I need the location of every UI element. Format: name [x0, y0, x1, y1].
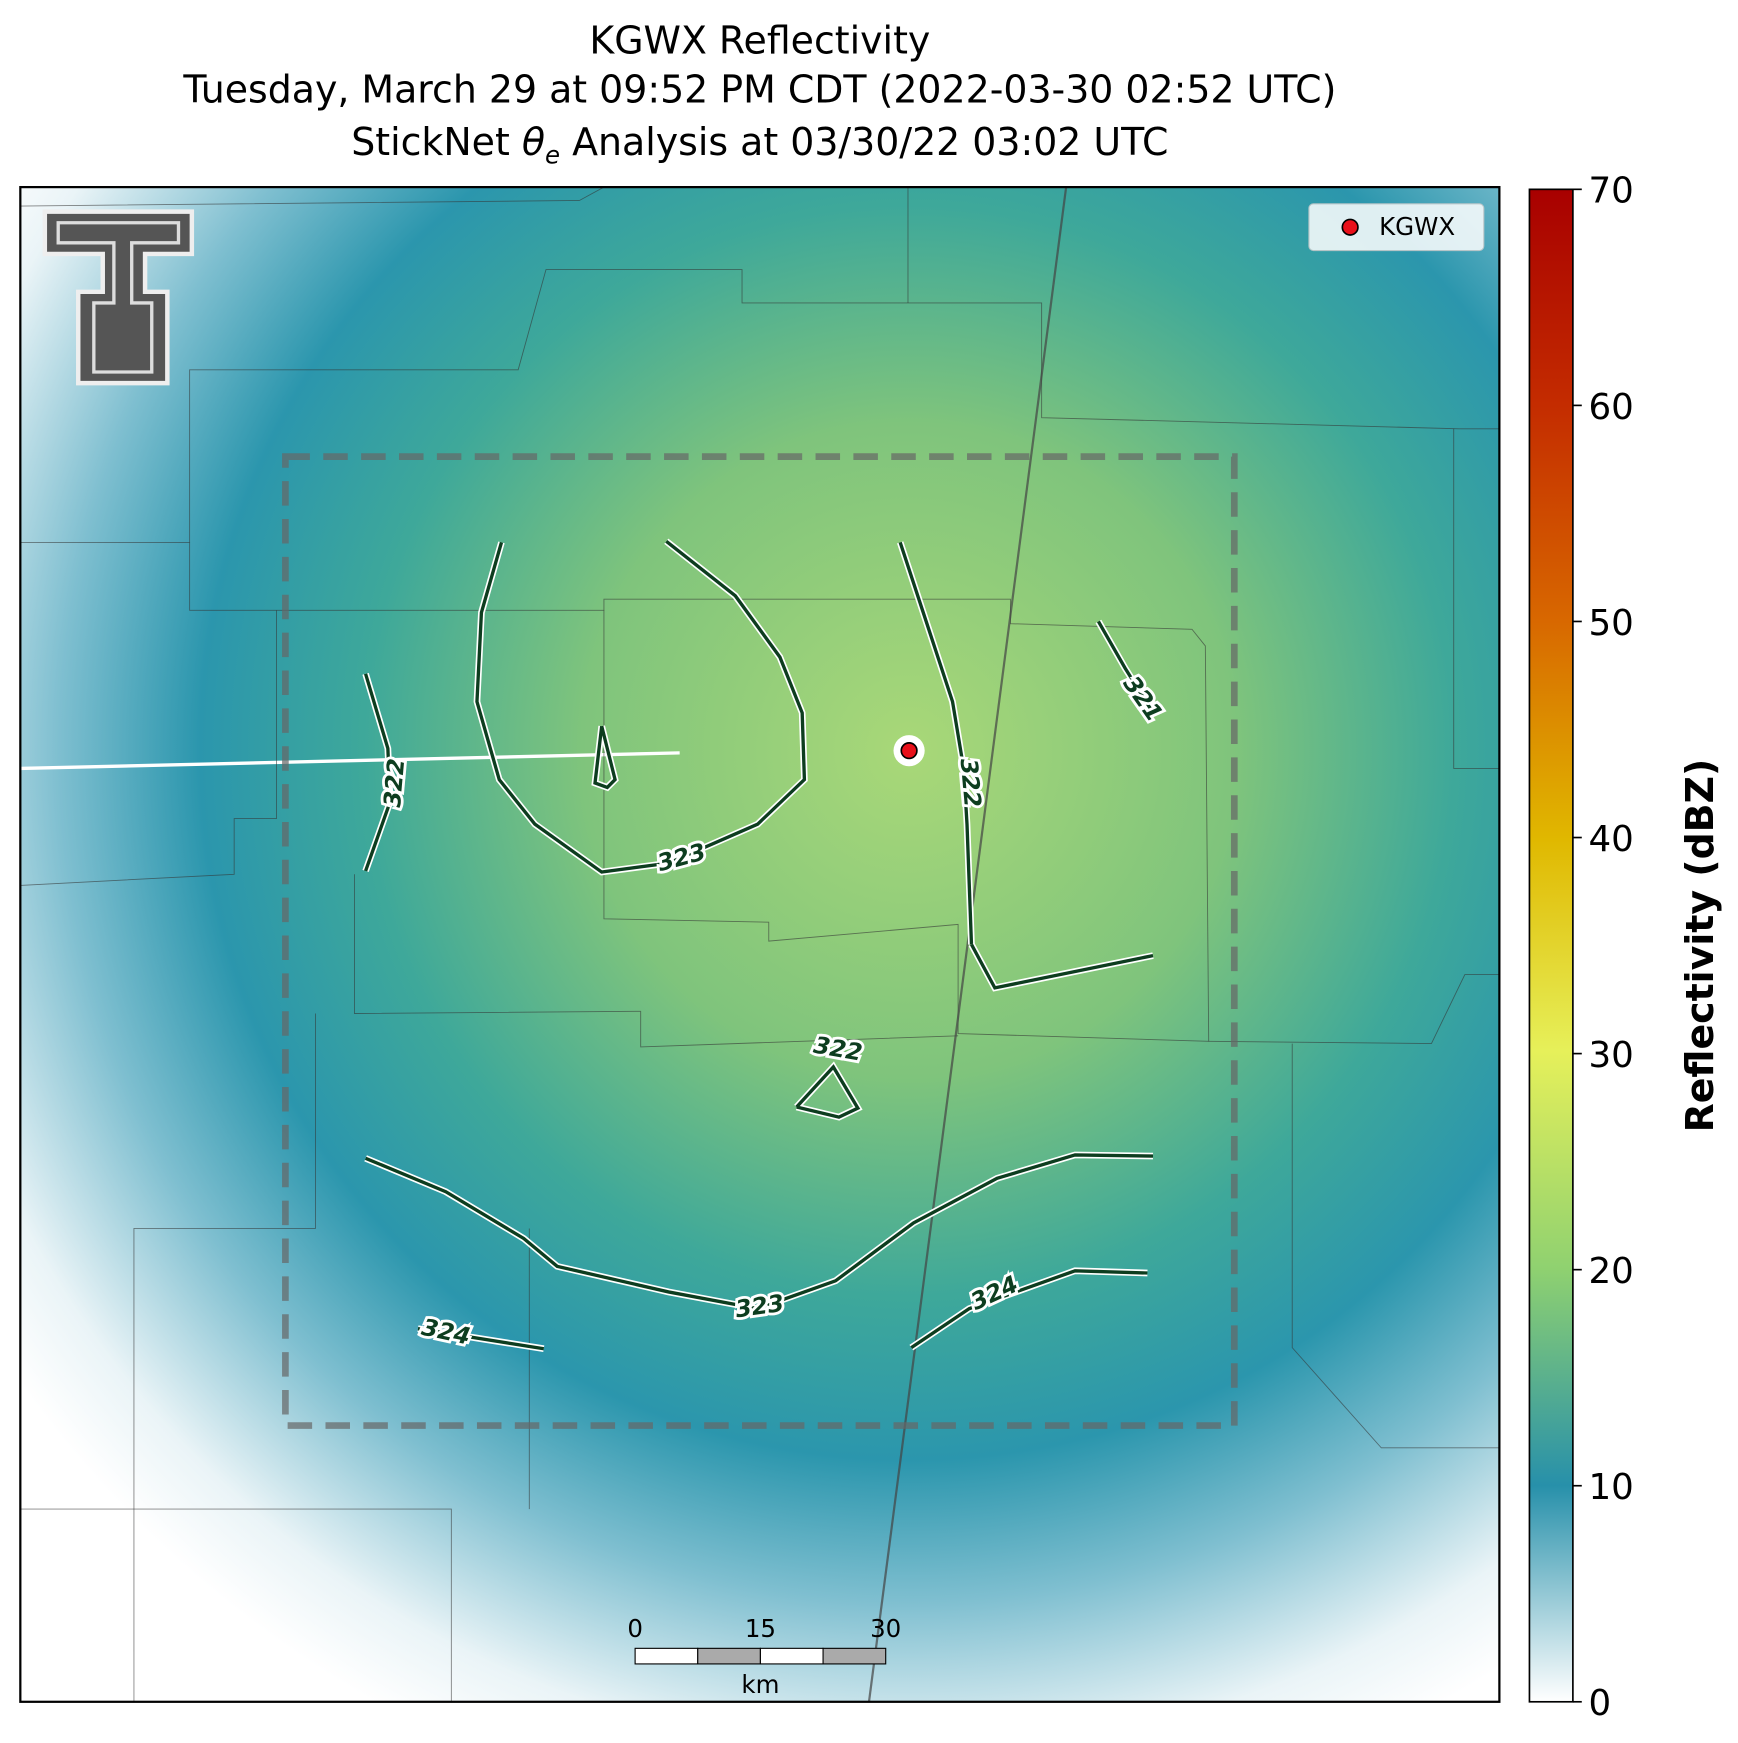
- county-lines: [20, 187, 1500, 1702]
- highway: [867, 187, 1068, 1702]
- contour-line: [898, 541, 974, 945]
- legend-box: [1308, 203, 1485, 252]
- domain-box: [282, 453, 1238, 1429]
- colorbar-tick-label: 0: [1588, 1683, 1611, 1724]
- colorbar: [1528, 188, 1574, 1703]
- scale-bar: 0 15 30 km: [627, 1614, 901, 1699]
- contour-line: [475, 539, 807, 874]
- colorbar-tick-label: 70: [1588, 171, 1633, 212]
- scale-tick-label: 30: [870, 1614, 901, 1643]
- colorbar-label: Reflectivity (dBZ): [1678, 759, 1722, 1133]
- title-text: StickNet: [351, 120, 510, 164]
- contour-label: 322: [378, 757, 410, 808]
- colorbar-tick-label: 50: [1588, 603, 1633, 644]
- legend-label: KGWX: [1379, 212, 1455, 241]
- title-text: Analysis at 03/30/22 03:02 UTC: [572, 120, 1168, 164]
- map-frame: [19, 185, 1501, 1703]
- reflectivity-field: [20, 187, 1500, 1702]
- scale-segment: [822, 1647, 887, 1665]
- scale-tick-label: 15: [745, 1614, 776, 1643]
- scale-segment: [697, 1647, 761, 1665]
- colorbar-tick-label: 30: [1588, 1035, 1633, 1076]
- colorbar-ticks: 0 10 20 30 40 50 60 70: [1572, 171, 1634, 1724]
- contour-line: [417, 1327, 545, 1351]
- logo: [42, 209, 195, 386]
- contour-line: [795, 1064, 861, 1119]
- scale-tick-label: 0: [627, 1614, 643, 1643]
- radar-site: [900, 742, 918, 760]
- title-text: [560, 120, 572, 164]
- legend-marker: [1341, 218, 1359, 236]
- contour-label: 322: [955, 757, 987, 808]
- scale-unit: km: [741, 1670, 779, 1699]
- contour-line: [910, 1269, 1148, 1350]
- contour-line: [969, 943, 1154, 990]
- colorbar-tick-label: 10: [1588, 1467, 1633, 1508]
- legend: KGWX: [1308, 203, 1485, 252]
- theta-symbol: θ: [522, 120, 545, 164]
- colorbar-tick-label: 40: [1588, 819, 1633, 860]
- contour-line: [1096, 620, 1155, 714]
- analysis-title: StickNet θe Analysis at 03/30/22 03:02 U…: [351, 120, 1168, 170]
- subtitle: Tuesday, March 29 at 09:52 PM CDT (2022-…: [182, 67, 1336, 111]
- colorbar-tick-label: 60: [1588, 387, 1633, 428]
- theta-subscript: e: [545, 141, 560, 170]
- contour-line: [363, 673, 392, 872]
- scale-segment: [634, 1647, 699, 1665]
- contour-line: [593, 725, 617, 790]
- contour-line: [364, 1153, 1154, 1311]
- scale-segment: [759, 1647, 824, 1665]
- title: KGWX Reflectivity: [589, 18, 930, 62]
- colorbar-tick-label: 20: [1588, 1251, 1633, 1292]
- radar-spike: [20, 751, 680, 771]
